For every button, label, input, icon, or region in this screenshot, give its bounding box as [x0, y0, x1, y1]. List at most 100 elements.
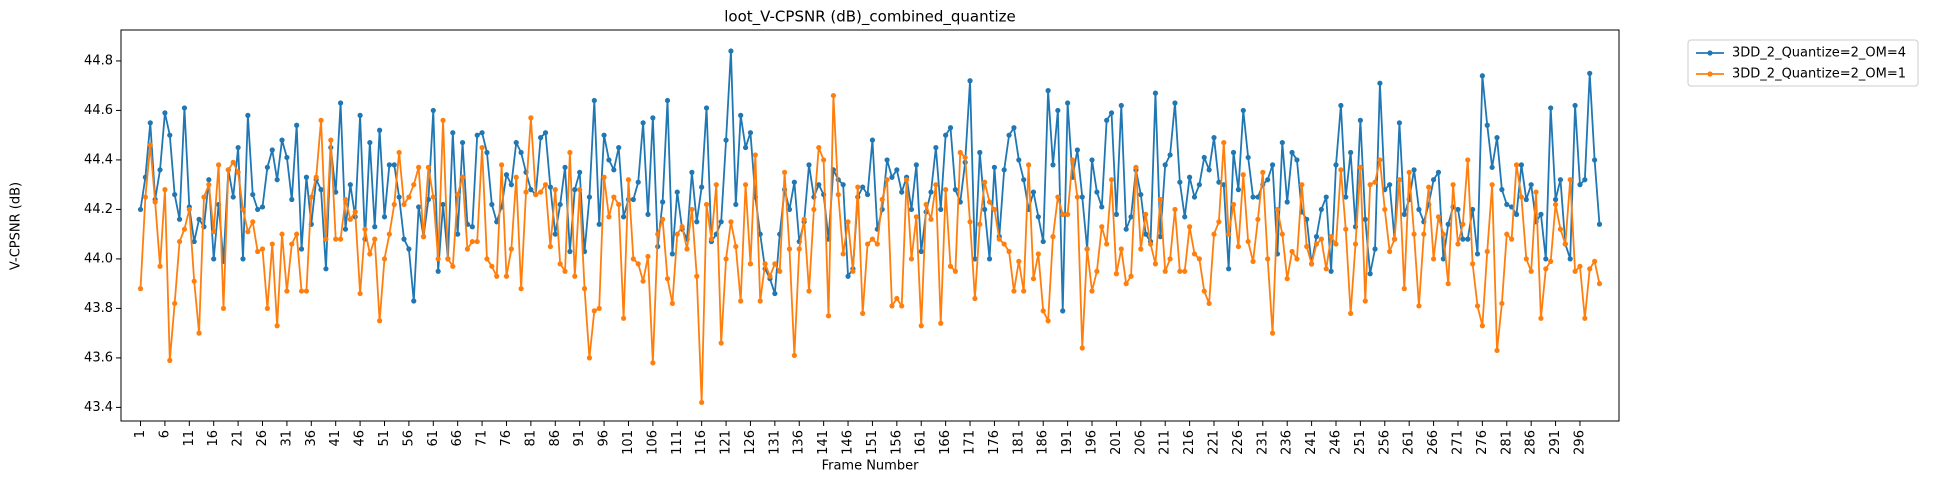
x-tick-label: 206 — [1133, 430, 1148, 455]
x-tick-label: 196 — [1085, 430, 1100, 455]
point — [1206, 300, 1212, 307]
point — [323, 236, 329, 242]
point — [191, 278, 197, 284]
point — [1250, 258, 1256, 264]
point — [1357, 164, 1363, 170]
point — [664, 276, 671, 282]
point — [1445, 281, 1451, 287]
point — [728, 48, 734, 54]
point — [191, 238, 197, 245]
point — [635, 261, 641, 267]
point — [1245, 238, 1251, 245]
point — [1235, 187, 1242, 193]
point — [206, 182, 212, 188]
point — [1562, 241, 1568, 247]
point — [1152, 261, 1159, 267]
point — [908, 206, 915, 213]
point — [1318, 206, 1324, 213]
point — [679, 224, 685, 230]
point — [391, 162, 397, 168]
point — [420, 234, 427, 240]
point — [1108, 177, 1115, 183]
point — [1484, 248, 1490, 255]
point — [1104, 117, 1110, 123]
point — [620, 214, 627, 220]
point — [1216, 219, 1222, 225]
point — [318, 187, 324, 193]
point — [972, 295, 978, 302]
point — [918, 323, 924, 329]
point — [1040, 238, 1046, 245]
point — [967, 219, 973, 225]
x-tick-label: 276 — [1475, 430, 1490, 455]
point — [943, 187, 949, 193]
x-tick-label: 81 — [523, 430, 538, 447]
point — [498, 162, 505, 168]
point — [899, 303, 905, 309]
point — [1513, 162, 1520, 168]
point — [742, 182, 749, 188]
point — [830, 92, 837, 99]
point — [1050, 162, 1056, 168]
point — [616, 201, 622, 208]
point — [1011, 125, 1017, 131]
point — [840, 251, 846, 257]
point — [1030, 189, 1037, 195]
point — [235, 144, 241, 151]
point — [1211, 231, 1217, 237]
y-tick-label: 44.0 — [84, 251, 113, 266]
point — [791, 352, 797, 359]
point — [660, 199, 666, 205]
point — [596, 221, 602, 227]
point — [1279, 139, 1285, 146]
x-tick-label: 166 — [938, 430, 953, 455]
point — [1187, 174, 1193, 180]
point — [899, 189, 905, 195]
x-tick-label: 211 — [1158, 430, 1173, 455]
point — [1323, 194, 1329, 200]
point — [640, 120, 646, 126]
point — [1470, 206, 1476, 213]
point — [1401, 211, 1407, 217]
point — [459, 174, 466, 180]
point — [255, 248, 261, 255]
point — [1416, 303, 1422, 309]
point — [474, 132, 480, 138]
point — [450, 263, 456, 269]
point — [630, 196, 636, 203]
point — [167, 132, 173, 138]
point — [1587, 266, 1593, 272]
point — [259, 246, 266, 252]
point — [1001, 167, 1007, 173]
point — [1377, 80, 1383, 86]
point — [1172, 206, 1178, 213]
point — [445, 256, 451, 262]
point — [630, 256, 636, 262]
point — [416, 164, 422, 170]
x-tick-label: 156 — [889, 430, 904, 455]
point — [606, 157, 612, 163]
x-tick-label: 51 — [377, 430, 392, 447]
point — [459, 139, 466, 146]
point — [1123, 281, 1129, 287]
x-tick-label: 176 — [987, 430, 1002, 455]
point — [1504, 231, 1510, 237]
point — [225, 167, 231, 173]
point — [352, 209, 358, 215]
point — [411, 182, 417, 188]
point — [1357, 117, 1363, 123]
point — [538, 135, 544, 141]
point — [699, 399, 705, 406]
x-tick-label: 86 — [548, 430, 563, 447]
point — [215, 162, 222, 168]
point — [611, 194, 617, 200]
point — [928, 189, 934, 195]
point — [186, 206, 192, 213]
point — [703, 201, 710, 208]
point — [240, 256, 246, 262]
point — [533, 191, 539, 198]
point — [303, 174, 310, 180]
x-tick-label: 191 — [1060, 430, 1075, 455]
point — [1333, 162, 1339, 168]
point — [279, 137, 285, 143]
